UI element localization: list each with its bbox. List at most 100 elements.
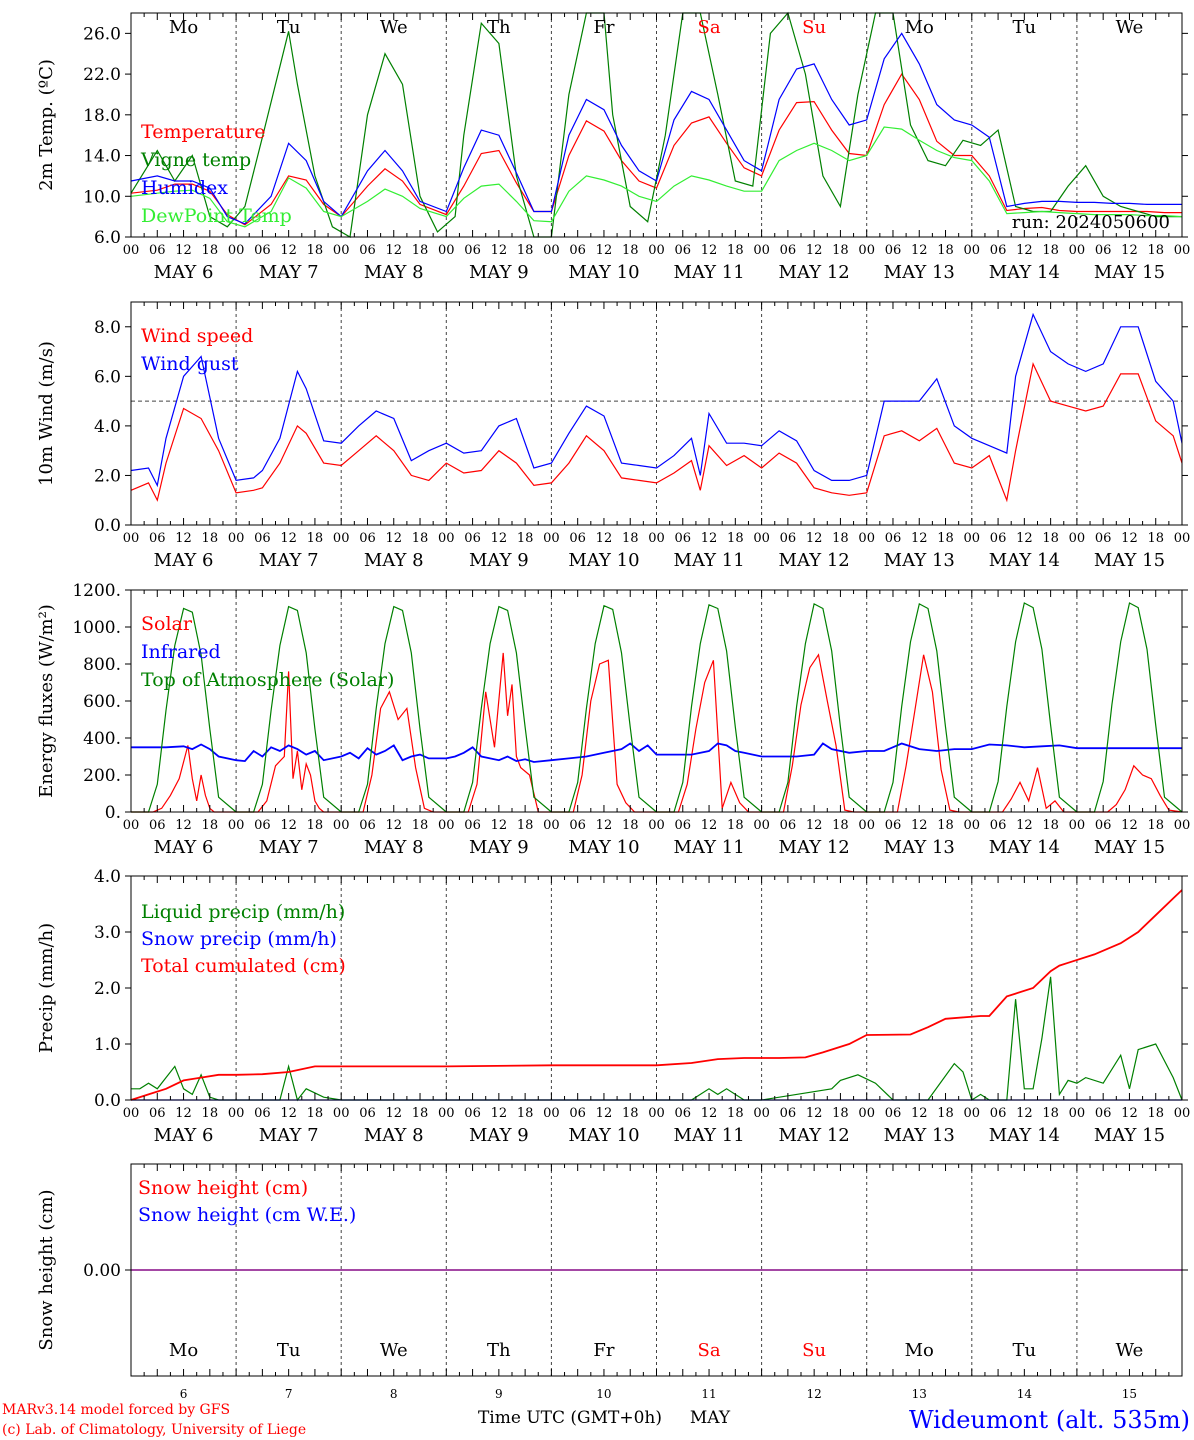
hour-label: 06 [254, 243, 271, 258]
date-label: MAY 12 [779, 837, 850, 858]
legend-entry: DewPoint Temp [141, 205, 292, 227]
hour-label: 00 [228, 243, 245, 258]
y-tick-label: 2.0 [94, 466, 121, 486]
legend-entry: Snow precip (mm/h) [141, 928, 337, 950]
date-label: MAY 13 [884, 837, 955, 858]
date-label: MAY 12 [779, 1125, 850, 1146]
y-tick-label: 600. [83, 692, 121, 712]
hour-label: 18 [1147, 243, 1164, 258]
hour-label: 18 [727, 243, 744, 258]
y-tick-label: 0.0 [94, 1091, 121, 1111]
hour-label: 00 [228, 531, 245, 546]
hour-label: 00 [648, 818, 665, 833]
y-tick-label: 2.0 [94, 979, 121, 999]
hour-label: 00 [123, 243, 140, 258]
y-tick-label: 0.00 [83, 1261, 121, 1281]
hour-label: 06 [359, 1106, 376, 1121]
day-number-label: 9 [495, 1387, 503, 1401]
hour-label: 12 [596, 1106, 613, 1121]
hour-label: 00 [753, 243, 770, 258]
hour-label: 18 [307, 531, 324, 546]
y-tick-label: 8.0 [94, 318, 121, 338]
hour-label: 12 [596, 243, 613, 258]
hour-label: 18 [202, 243, 219, 258]
hour-label: 00 [438, 243, 455, 258]
date-label: MAY 14 [989, 262, 1060, 283]
y-tick-label: 10.0 [83, 187, 121, 207]
hour-label: 12 [806, 818, 823, 833]
hour-label: 12 [1121, 243, 1138, 258]
hour-label: 06 [780, 818, 797, 833]
hour-label: 12 [911, 818, 928, 833]
hour-label: 06 [569, 243, 586, 258]
panel-precip: 0.0 1.0 2.0 3.0 4.0 Precip (mm/h) 00 06 12 18 00 06… [36, 867, 1190, 1146]
series-line [130, 72, 1182, 226]
hour-label: 12 [806, 243, 823, 258]
day-number-label: 15 [1122, 1387, 1137, 1401]
hour-label: 18 [1147, 818, 1164, 833]
hour-label: 18 [622, 531, 639, 546]
hour-label: 06 [569, 818, 586, 833]
hour-label: 06 [464, 818, 481, 833]
day-number-label: 12 [807, 1387, 822, 1401]
hour-label: 18 [727, 818, 744, 833]
hour-label: 06 [464, 243, 481, 258]
y-axis-label: 2m Temp. (ºC) [36, 59, 57, 191]
hour-label: 18 [832, 818, 849, 833]
hour-label: 18 [517, 818, 534, 833]
hour-label: 12 [701, 1106, 718, 1121]
hour-label: 12 [911, 243, 928, 258]
hour-label: 00 [858, 243, 875, 258]
y-tick-label: 800. [83, 655, 121, 675]
hour-label: 12 [596, 531, 613, 546]
hour-label: 06 [359, 243, 376, 258]
hour-label: 06 [359, 531, 376, 546]
hour-label: 12 [280, 818, 297, 833]
date-label: MAY 10 [568, 262, 639, 283]
date-label: MAY 11 [673, 1125, 744, 1146]
day-number-label: 6 [180, 1387, 188, 1401]
legend-entry: Wind gust [141, 353, 239, 375]
hour-label: 06 [149, 818, 166, 833]
hour-label: 18 [832, 1106, 849, 1121]
hour-label: 18 [937, 818, 954, 833]
weekday-label: Tu [1013, 17, 1037, 38]
hour-label: 06 [675, 818, 692, 833]
hour-label: 18 [412, 243, 429, 258]
hour-label: 12 [806, 1106, 823, 1121]
date-label: MAY 6 [154, 837, 214, 858]
y-tick-label: 1000. [72, 618, 121, 638]
hour-label: 00 [438, 1106, 455, 1121]
hour-label: 00 [1174, 1106, 1191, 1121]
weekday-label: We [1116, 17, 1144, 38]
hour-label: 00 [228, 818, 245, 833]
hour-label: 06 [675, 1106, 692, 1121]
lab-credit: (c) Lab. of Climatology, University of L… [2, 1422, 306, 1438]
hour-label: 12 [806, 531, 823, 546]
weekday-label: We [1116, 1340, 1144, 1361]
date-label: MAY 14 [989, 837, 1060, 858]
date-label: MAY 11 [673, 837, 744, 858]
date-label: MAY 8 [364, 550, 424, 571]
hour-label: 06 [675, 243, 692, 258]
weekday-label: Th [487, 1340, 511, 1361]
month-label: MAY [690, 1408, 731, 1428]
date-label: MAY 7 [259, 262, 319, 283]
weekday-label: Tu [277, 1340, 301, 1361]
y-tick-label: 4.0 [94, 867, 121, 887]
hour-label: 12 [175, 818, 192, 833]
weekday-label: Fr [593, 17, 614, 38]
date-label: MAY 10 [568, 837, 639, 858]
run-annotation: run: 2024050600 [1012, 212, 1170, 233]
date-label: MAY 13 [884, 262, 955, 283]
hour-label: 06 [780, 531, 797, 546]
hour-label: 00 [228, 1106, 245, 1121]
hour-label: 06 [254, 1106, 271, 1121]
y-tick-label: 200. [83, 766, 121, 786]
hour-label: 06 [149, 243, 166, 258]
hour-label: 00 [753, 531, 770, 546]
hour-label: 00 [1174, 531, 1191, 546]
series-line [130, 312, 1183, 488]
hour-label: 12 [701, 531, 718, 546]
hour-label: 18 [202, 818, 219, 833]
